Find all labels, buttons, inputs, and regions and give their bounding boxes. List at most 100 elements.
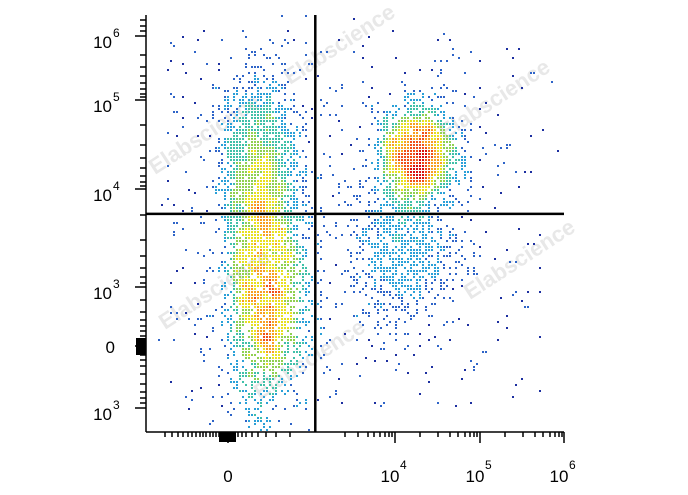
density-dot bbox=[287, 249, 289, 251]
density-dot bbox=[431, 138, 433, 140]
density-dot bbox=[242, 270, 244, 272]
density-dot bbox=[296, 252, 298, 254]
density-dot bbox=[263, 423, 265, 425]
density-dot bbox=[269, 138, 271, 140]
density-dot bbox=[407, 288, 409, 290]
density-dot bbox=[239, 186, 241, 188]
density-dot bbox=[269, 210, 271, 212]
x-tick-label: 10 bbox=[466, 467, 485, 486]
density-dot bbox=[323, 372, 325, 374]
density-dot bbox=[341, 234, 343, 236]
density-dot bbox=[398, 135, 400, 137]
density-dot bbox=[236, 87, 238, 89]
density-dot bbox=[371, 297, 373, 299]
density-dot bbox=[245, 246, 247, 248]
density-dot bbox=[269, 249, 271, 251]
density-dot bbox=[263, 258, 265, 260]
density-dot bbox=[266, 345, 268, 347]
density-dot bbox=[278, 138, 280, 140]
density-dot bbox=[374, 186, 376, 188]
density-dot bbox=[413, 165, 415, 167]
density-dot bbox=[389, 321, 391, 323]
density-dot bbox=[230, 114, 232, 116]
density-dot bbox=[266, 342, 268, 344]
density-dot bbox=[260, 96, 262, 98]
density-dot bbox=[395, 306, 397, 308]
density-dot bbox=[452, 90, 454, 92]
density-dot bbox=[257, 180, 259, 182]
density-dot bbox=[413, 228, 415, 230]
density-dot bbox=[251, 219, 253, 221]
density-dot bbox=[389, 147, 391, 149]
density-dot bbox=[392, 165, 394, 167]
density-dot bbox=[272, 246, 274, 248]
density-dot bbox=[272, 309, 274, 311]
density-dot bbox=[437, 135, 439, 137]
density-dot bbox=[413, 270, 415, 272]
density-dot bbox=[254, 264, 256, 266]
density-dot bbox=[266, 96, 268, 98]
density-dot bbox=[404, 210, 406, 212]
density-dot bbox=[221, 339, 223, 341]
density-dot bbox=[287, 252, 289, 254]
density-dot bbox=[242, 117, 244, 119]
density-dot bbox=[422, 177, 424, 179]
density-dot bbox=[410, 123, 412, 125]
density-dot bbox=[425, 117, 427, 119]
density-dot bbox=[422, 129, 424, 131]
density-dot bbox=[356, 279, 358, 281]
density-dot bbox=[269, 225, 271, 227]
density-dot bbox=[239, 276, 241, 278]
density-dot bbox=[272, 252, 274, 254]
density-dot bbox=[272, 336, 274, 338]
density-dot bbox=[278, 354, 280, 356]
density-dot bbox=[236, 222, 238, 224]
density-dot bbox=[401, 120, 403, 122]
density-dot bbox=[269, 288, 271, 290]
density-dot bbox=[293, 258, 295, 260]
density-dot bbox=[218, 270, 220, 272]
density-dot bbox=[290, 222, 292, 224]
density-dot bbox=[437, 75, 439, 77]
density-dot bbox=[173, 234, 175, 236]
density-dot bbox=[203, 222, 205, 224]
density-dot bbox=[263, 225, 265, 227]
density-dot bbox=[539, 291, 541, 293]
density-dot bbox=[440, 69, 442, 71]
density-dot bbox=[236, 237, 238, 239]
density-dot bbox=[383, 291, 385, 293]
density-dot bbox=[386, 126, 388, 128]
density-dot bbox=[275, 345, 277, 347]
density-dot bbox=[362, 231, 364, 233]
density-dot bbox=[263, 249, 265, 251]
density-dot bbox=[278, 285, 280, 287]
density-dot bbox=[431, 153, 433, 155]
density-dot bbox=[365, 234, 367, 236]
density-dot bbox=[248, 357, 250, 359]
density-dot bbox=[269, 201, 271, 203]
density-dot bbox=[416, 240, 418, 242]
density-dot bbox=[422, 183, 424, 185]
density-dot bbox=[260, 48, 262, 50]
density-dot bbox=[323, 216, 325, 218]
density-dot bbox=[401, 126, 403, 128]
density-dot bbox=[218, 366, 220, 368]
density-dot bbox=[260, 159, 262, 161]
density-dot bbox=[248, 408, 250, 410]
density-dot bbox=[296, 405, 298, 407]
density-dot bbox=[437, 159, 439, 161]
density-dot bbox=[251, 135, 253, 137]
density-dot bbox=[362, 243, 364, 245]
density-dot bbox=[236, 243, 238, 245]
density-dot bbox=[371, 162, 373, 164]
density-dot bbox=[464, 159, 466, 161]
density-dot bbox=[308, 273, 310, 275]
density-dot bbox=[299, 258, 301, 260]
density-dot bbox=[452, 321, 454, 323]
density-dot bbox=[251, 321, 253, 323]
density-dot bbox=[416, 126, 418, 128]
density-dot bbox=[287, 183, 289, 185]
density-dot bbox=[230, 171, 232, 173]
density-dot bbox=[443, 141, 445, 143]
density-dot bbox=[242, 375, 244, 377]
